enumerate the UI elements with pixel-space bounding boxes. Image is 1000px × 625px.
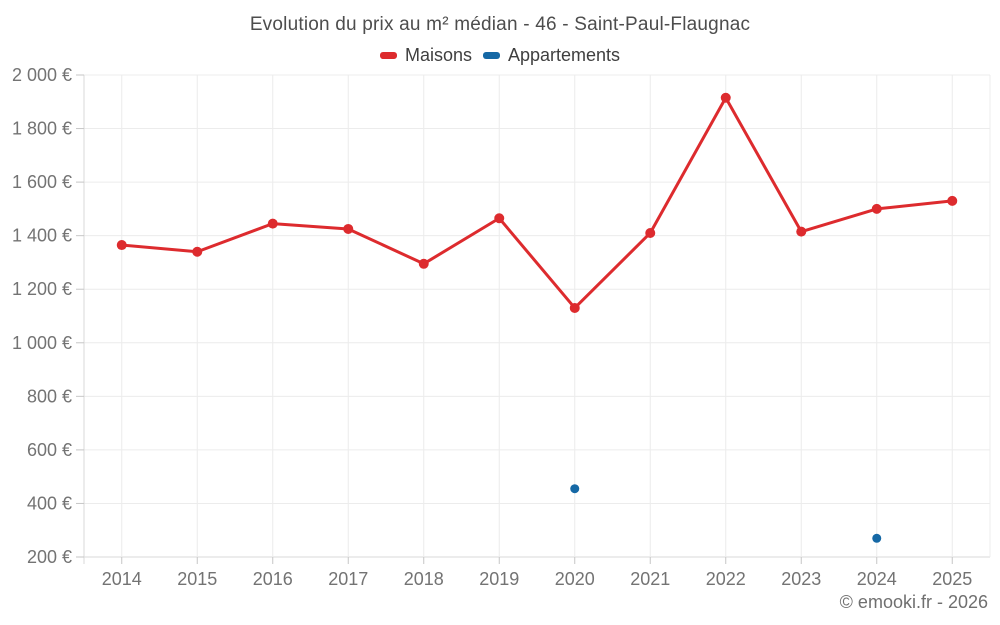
y-tick-label-1600: 1 600 € <box>12 172 72 192</box>
legend-item-maisons[interactable]: Maisons <box>379 44 472 66</box>
axis-ticks <box>76 74 953 564</box>
maisons-point-2023[interactable] <box>796 226 807 237</box>
x-tick-label-2022: 2022 <box>706 569 746 589</box>
y-tick-label-1000: 1 000 € <box>12 333 72 353</box>
maisons-point-2018[interactable] <box>418 258 429 269</box>
gridlines <box>83 74 991 564</box>
maisons-point-2017[interactable] <box>343 223 354 234</box>
maisons-point-2024[interactable] <box>871 203 882 214</box>
y-tick-label-600: 600 € <box>27 440 72 460</box>
maisons-point-2020[interactable] <box>569 302 580 313</box>
legend-label-maisons: Maisons <box>404 44 472 65</box>
y-tick-label-400: 400 € <box>27 493 72 513</box>
series-appartements <box>570 484 882 543</box>
maisons-point-2016[interactable] <box>267 218 278 229</box>
axis-labels: 200 € 400 € 600 € 800 € 1 000 € 1 200 € 1 400 … <box>12 65 972 589</box>
y-tick-label-1400: 1 400 € <box>12 226 72 246</box>
maisons-point-2019[interactable] <box>494 213 505 224</box>
y-tick-label-1800: 1 800 € <box>12 119 72 139</box>
y-tick-label-2000: 2 000 € <box>12 65 72 85</box>
legend-swatch-maisons <box>379 51 397 59</box>
x-tick-label-2015: 2015 <box>177 569 217 589</box>
maisons-point-2015[interactable] <box>192 246 203 257</box>
x-tick-label-2025: 2025 <box>932 569 972 589</box>
x-tick-label-2014: 2014 <box>102 569 142 589</box>
legend-label-appartements: Appartements <box>507 44 621 65</box>
maisons-point-2025[interactable] <box>947 195 958 206</box>
chart-legend: Maisons Appartements <box>0 44 1000 66</box>
x-tick-label-2024: 2024 <box>857 569 897 589</box>
appartements-point-2024[interactable] <box>872 533 882 543</box>
x-tick-label-2021: 2021 <box>630 569 670 589</box>
legend-swatch-appartements <box>482 51 500 59</box>
x-tick-label-2019: 2019 <box>479 569 519 589</box>
x-tick-label-2023: 2023 <box>781 569 821 589</box>
appartements-point-2020[interactable] <box>570 484 580 494</box>
legend-item-appartements[interactable]: Appartements <box>482 44 621 66</box>
maisons-point-2014[interactable] <box>116 240 127 251</box>
maisons-line <box>120 96 954 310</box>
y-tick-label-200: 200 € <box>27 547 72 567</box>
x-tick-label-2017: 2017 <box>328 569 368 589</box>
x-tick-label-2020: 2020 <box>555 569 595 589</box>
chart-title: Evolution du prix au m² médian - 46 - Sa… <box>249 14 751 35</box>
series-maisons <box>116 92 958 313</box>
y-tick-label-800: 800 € <box>27 386 72 406</box>
x-tick-label-2018: 2018 <box>404 569 444 589</box>
copyright-label: © emooki.fr - 2026 <box>839 592 988 612</box>
maisons-point-2022[interactable] <box>720 92 731 103</box>
maisons-point-2021[interactable] <box>645 227 656 238</box>
x-tick-label-2016: 2016 <box>253 569 293 589</box>
y-tick-label-1200: 1 200 € <box>12 279 72 299</box>
